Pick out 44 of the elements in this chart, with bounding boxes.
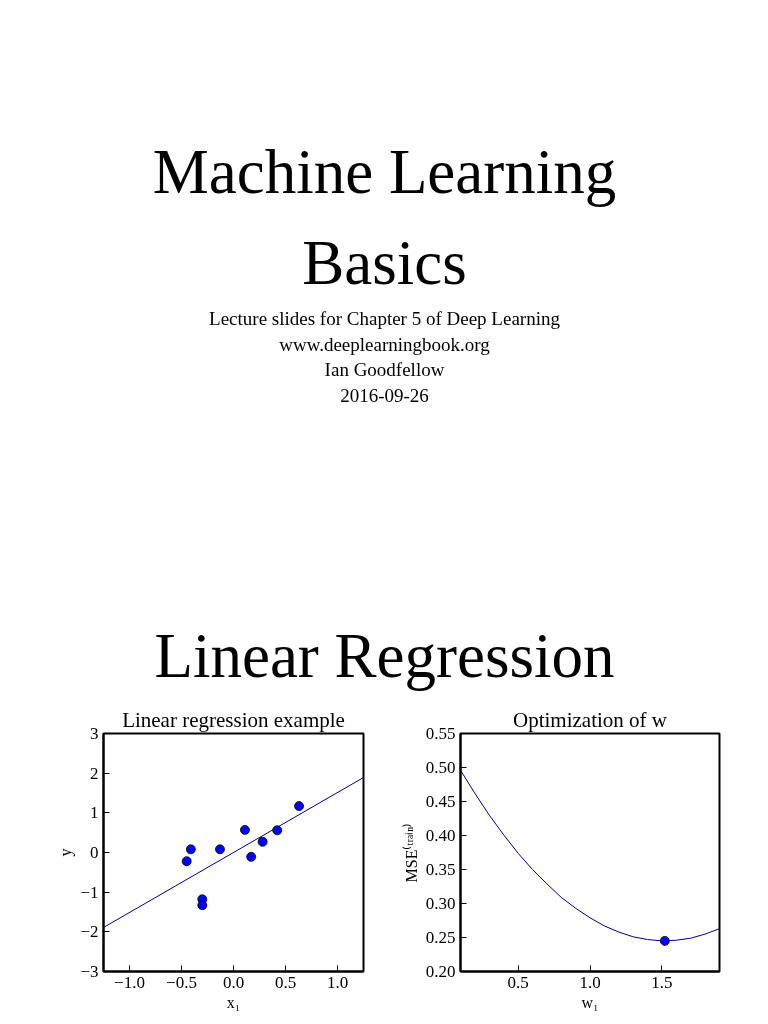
y-tick-label: −3 [80,962,99,981]
text: Lecture slides for Chapter 5 of Deep Learning [209,308,561,329]
text: Machine Learning Basics [152,136,617,298]
point [185,844,196,855]
point [257,836,268,847]
x-tick-label: 1.0 [579,972,601,992]
y-tick-label: 0.25 [425,928,456,947]
x-tick-label: −1.0 [114,972,145,992]
y-tick-label: 0.50 [425,758,456,777]
y-tick-label: 1 [90,803,99,823]
y-axis-title: MSE⁽ᵗʳᵃⁱⁿ⁾ [401,822,420,883]
y-tick-label: 3 [90,724,99,743]
y-tick-label: −2 [80,922,99,942]
y-tick-label: 0.30 [425,894,456,913]
chart-title: Optimization of w [513,708,668,732]
text: Linear Regression [154,620,615,691]
point [294,801,304,811]
point [272,825,283,836]
y-tick-label: 0.35 [425,860,456,879]
y-tick-label: 0.45 [425,792,456,811]
text: www.deeplearningbook.org [279,333,491,355]
y-tick-label: 0 [90,843,99,862]
x-tick-label: 0.5 [507,972,529,992]
x-tick-label: −0.5 [166,972,197,992]
x-tick-label: 0.0 [222,972,245,992]
point [240,825,250,835]
chart-title: Linear regression example [122,708,345,732]
text: Ian Goodfellow [324,359,445,381]
y-tick-label: 0.55 [425,724,456,743]
x-tick-label: 0.5 [274,972,297,992]
y-tick-label: 0.40 [425,826,456,845]
y-axis-title: y [57,848,76,857]
point [246,851,257,862]
x-tick-label: 1.5 [651,972,673,992]
point [215,844,225,855]
x-axis-title: w₁ [581,993,599,1011]
point [197,900,208,911]
y-tick-label: 2 [90,763,99,783]
y-tick-label: −1 [80,882,99,902]
x-axis-title: x₁ [226,993,241,1011]
x-tick-label: 1.0 [326,972,349,992]
point [181,856,192,867]
text: 2016-09-26 [340,385,429,407]
y-tick-label: 0.20 [425,962,456,981]
